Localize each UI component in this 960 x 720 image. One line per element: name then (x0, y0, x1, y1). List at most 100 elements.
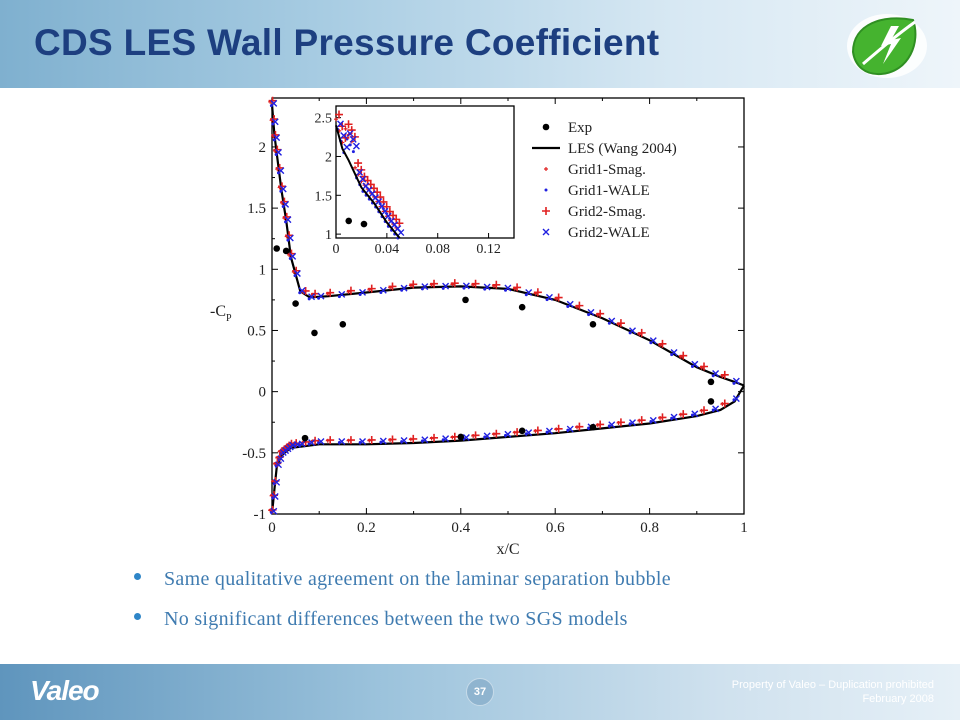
grid2-smag-point (273, 145, 282, 154)
exp-series (273, 245, 715, 442)
y-tick-label: -1 (254, 507, 267, 523)
inset-x-tick-label: 0.04 (375, 242, 400, 257)
valeo-logo: Valeo (30, 675, 100, 706)
grid2-smag-point (637, 328, 646, 337)
legend-label: Grid1-WALE (568, 183, 650, 199)
grid2-smag-point (720, 370, 729, 379)
grid2-wale-point (462, 282, 470, 290)
grid2-smag-point (346, 436, 355, 445)
legend-item: Grid1-WALE (544, 183, 650, 199)
grid2-wale-point (732, 377, 740, 385)
inset-y-tick-label: 1 (325, 228, 332, 243)
grid2-wale-point (629, 419, 637, 427)
grid2-smag-point (280, 197, 289, 206)
grid2-smag-point (409, 280, 418, 289)
exp-data-point (345, 217, 353, 225)
grid2-wale-point (381, 207, 389, 215)
grid2-wale-point (346, 130, 354, 138)
grid2-smag-point (367, 435, 376, 444)
grid2-wale-point (462, 433, 470, 441)
grid2-wale-point (338, 437, 346, 445)
grid2-wale-point (691, 410, 699, 418)
grid2-smag-point (700, 362, 709, 371)
grid2-smag-point (450, 432, 459, 441)
x-axis-label: x/C (496, 541, 519, 558)
grid2-smag-point (409, 434, 418, 443)
exp-data-point (462, 296, 469, 304)
inset-x-tick-label: 0.08 (425, 242, 450, 257)
grid2-wale-point (397, 229, 405, 237)
grid2-smag-point (542, 207, 550, 215)
grid1-smag-point (334, 117, 338, 122)
chart-legend: Exp LES (Wang 2004) Grid1-Smag. Grid1-WALE G… (532, 120, 677, 241)
grid1-wale-point (544, 188, 548, 192)
bullet-text: No significant differences between the t… (164, 608, 628, 630)
grid2-wale-point (275, 148, 283, 156)
grid2-smag-point (292, 266, 301, 275)
exp-data-point (292, 300, 299, 307)
legend-item: Grid2-WALE (542, 225, 650, 241)
grid2-wale-point (337, 120, 344, 128)
grid2-smag-point (270, 115, 279, 124)
grid2-wale-point (340, 132, 348, 140)
grid2-wale-point (379, 286, 387, 294)
grid2-smag-point (388, 435, 397, 444)
legend-label: Grid2-WALE (568, 225, 650, 241)
grid2-smag-point (492, 429, 501, 438)
grid2-wale-point (442, 282, 450, 290)
grid2-wale-point (273, 134, 281, 142)
exp-data-point (457, 433, 465, 441)
eco-leaf-logo-icon (847, 14, 927, 78)
grid2-smag-point (430, 433, 439, 442)
grid2-wale-point (308, 293, 316, 301)
grid2-wale-point (317, 437, 325, 445)
grid2-wale-point (649, 416, 657, 424)
grid2-smag-point (388, 282, 397, 291)
grid2-wale-point (504, 284, 512, 292)
les-wang-curve-upper (270, 104, 745, 387)
grid2-smag-point (492, 280, 501, 289)
grid2-wale-point (566, 425, 574, 433)
grid2-wale-point (587, 308, 595, 316)
x-tick-label: 0.6 (546, 520, 565, 536)
grid2-wale-point (649, 337, 657, 345)
grid2-wale-point (289, 252, 297, 260)
grid2-wale-point (608, 421, 616, 429)
grid2-smag-point (554, 293, 563, 302)
grid1-smag-point (343, 126, 348, 131)
grid2-smag-point (700, 406, 709, 415)
legend-label: LES (Wang 2004) (568, 141, 677, 157)
grid1-wale-point (351, 150, 355, 154)
grid2-smag-point (554, 424, 563, 433)
inset-y-tick-label: 1.5 (315, 189, 333, 204)
grid2-wale-point (670, 413, 678, 421)
grid2-wale-point (286, 234, 294, 242)
grid2-smag-point (575, 301, 584, 310)
y-axis-label-subscript: P (226, 313, 232, 324)
exp-data-point (301, 434, 309, 442)
grid2-wale-point (483, 283, 491, 291)
grid2-smag-point (575, 422, 584, 431)
grid2-wale-point (359, 437, 367, 445)
grid2-wale-point (271, 118, 279, 126)
grid2-wale-point (421, 436, 429, 444)
grid2-wale-point (542, 228, 550, 236)
footer-notice: Property of Valeo – Duplication prohibit… (732, 678, 934, 706)
grid2-wale-point (566, 300, 574, 308)
x-tick-label: 0 (268, 520, 276, 536)
grid2-smag-point (326, 436, 335, 445)
grid2-smag-point (616, 319, 625, 328)
legend-label: Exp (568, 120, 592, 136)
bullet-dot-icon (134, 613, 141, 620)
page-number-badge: 37 (466, 678, 494, 706)
x-tick-label: 0.4 (451, 520, 470, 536)
grid2-wale-point (293, 269, 301, 277)
footer-date: February 2008 (862, 693, 934, 705)
grid2-wale-point (338, 290, 346, 298)
grid2-wale-point (379, 437, 387, 445)
x-tick-label: 1 (740, 520, 748, 536)
exp-data-point (273, 245, 281, 252)
grid2-wale-point (356, 168, 364, 176)
grid2-wale-point (384, 212, 392, 220)
grid2-wale-point (308, 439, 316, 447)
